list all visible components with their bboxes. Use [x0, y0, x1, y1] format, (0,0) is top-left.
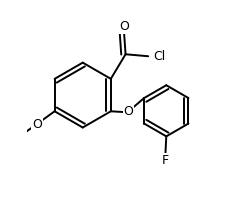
- Text: O: O: [124, 105, 134, 118]
- Text: O: O: [32, 118, 42, 130]
- Text: O: O: [119, 20, 129, 33]
- Text: Cl: Cl: [153, 50, 165, 63]
- Text: F: F: [162, 154, 169, 168]
